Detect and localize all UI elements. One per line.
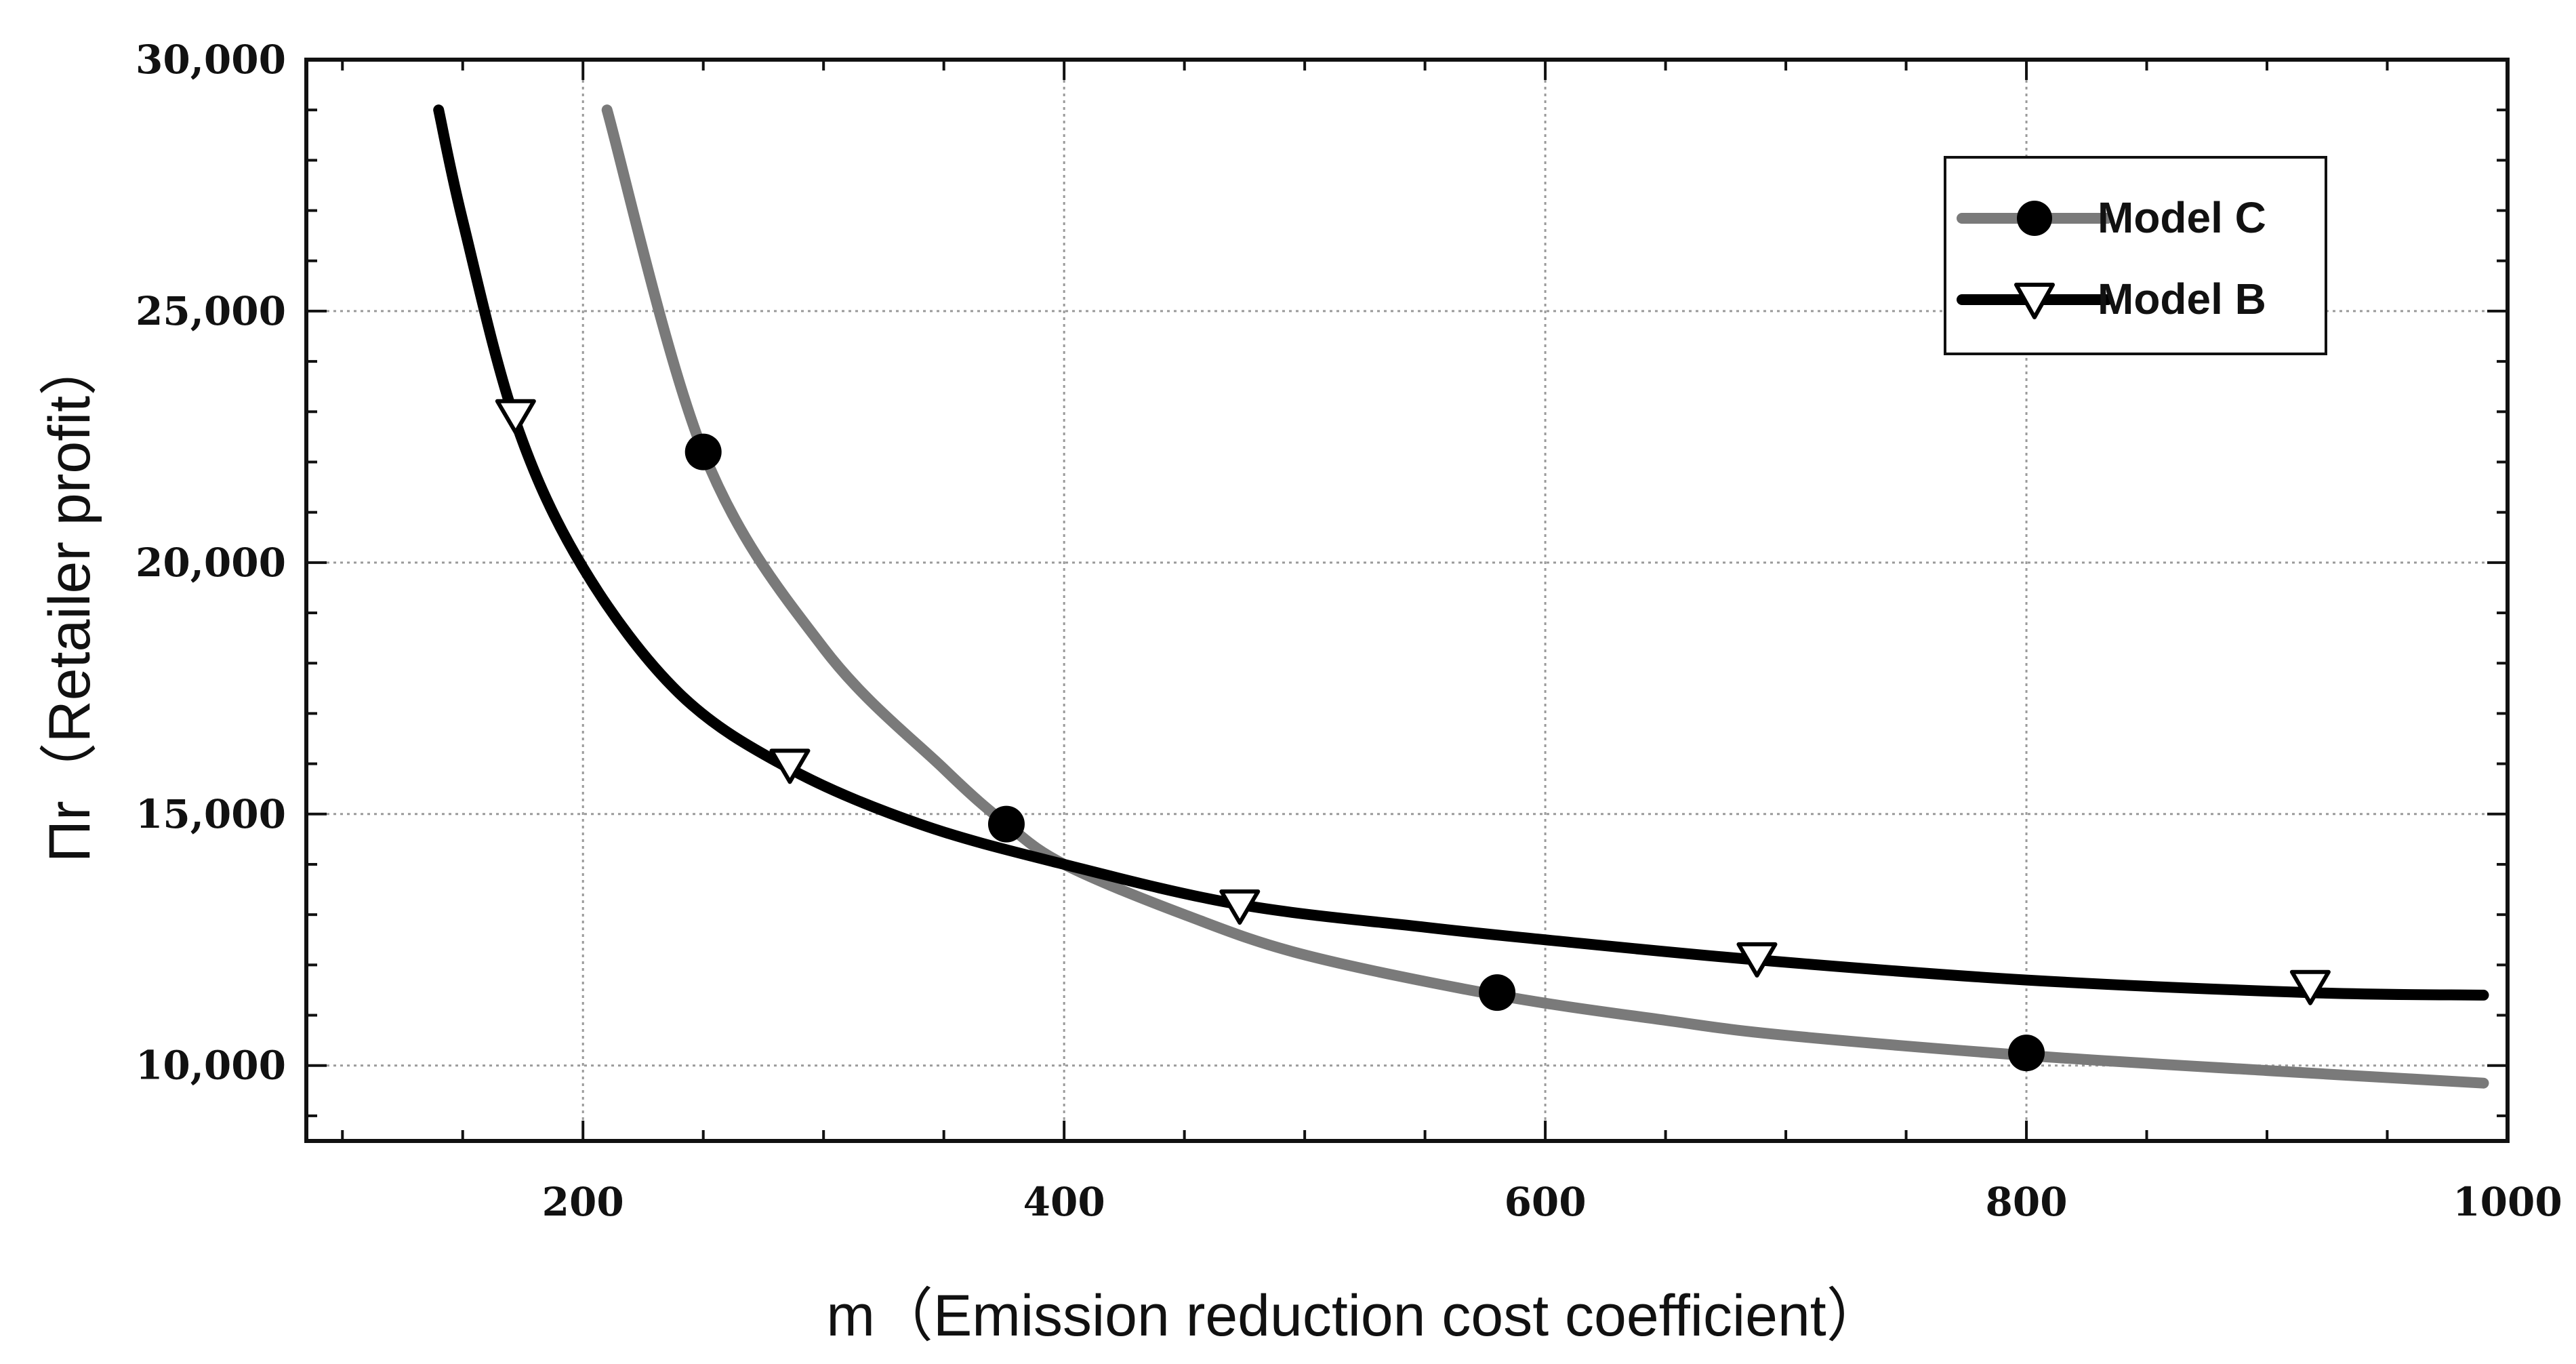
x-tick-label: 400 xyxy=(1023,1179,1105,1225)
legend-label-model-c: Model C xyxy=(2098,193,2266,242)
data-point-model-b xyxy=(1736,942,1778,978)
y-tick-label: 15,000 xyxy=(136,791,286,837)
marker-layer xyxy=(495,399,2331,1072)
legend-marker-model-b xyxy=(2014,283,2055,319)
legend-box xyxy=(1944,156,2327,355)
plot-frame xyxy=(304,58,2510,1143)
x-tick-label: 800 xyxy=(1986,1179,2068,1225)
data-point-model-b xyxy=(495,399,536,435)
legend-label-model-b: Model B xyxy=(2098,275,2266,323)
data-point-model-b xyxy=(769,748,811,784)
x-tick-label: 600 xyxy=(1505,1179,1587,1225)
y-tick-label: 25,000 xyxy=(136,288,286,334)
data-point-model-c xyxy=(2008,1035,2045,1072)
y-tick-label: 10,000 xyxy=(136,1043,286,1089)
y-tick-label: 20,000 xyxy=(136,540,286,586)
y-axis-label: Πr（Retailer profit） xyxy=(37,338,102,862)
data-point-model-b xyxy=(1219,889,1261,925)
series-line-model-b xyxy=(433,104,2489,1001)
data-point-model-c xyxy=(1479,974,1516,1011)
data-point-model-b xyxy=(2289,969,2331,1005)
legend-marker-model-c xyxy=(2017,201,2052,236)
data-point-model-c xyxy=(987,805,1025,843)
data-point-model-c xyxy=(684,433,722,470)
x-tick-label: 200 xyxy=(542,1179,624,1225)
x-axis-label: m（Emission reduction cost coefficient） xyxy=(826,1283,1884,1348)
y-tick-label: 30,000 xyxy=(136,37,286,83)
grid-layer xyxy=(306,60,2508,1141)
legend: Model C Model B xyxy=(1944,156,2327,355)
tick-layer xyxy=(306,58,2509,1141)
x-tick-label: 1000 xyxy=(2453,1179,2562,1225)
tick-label-layer: 200 400 600 800 1000 10,000 15,000 20,000 25,000… xyxy=(136,37,2562,1225)
